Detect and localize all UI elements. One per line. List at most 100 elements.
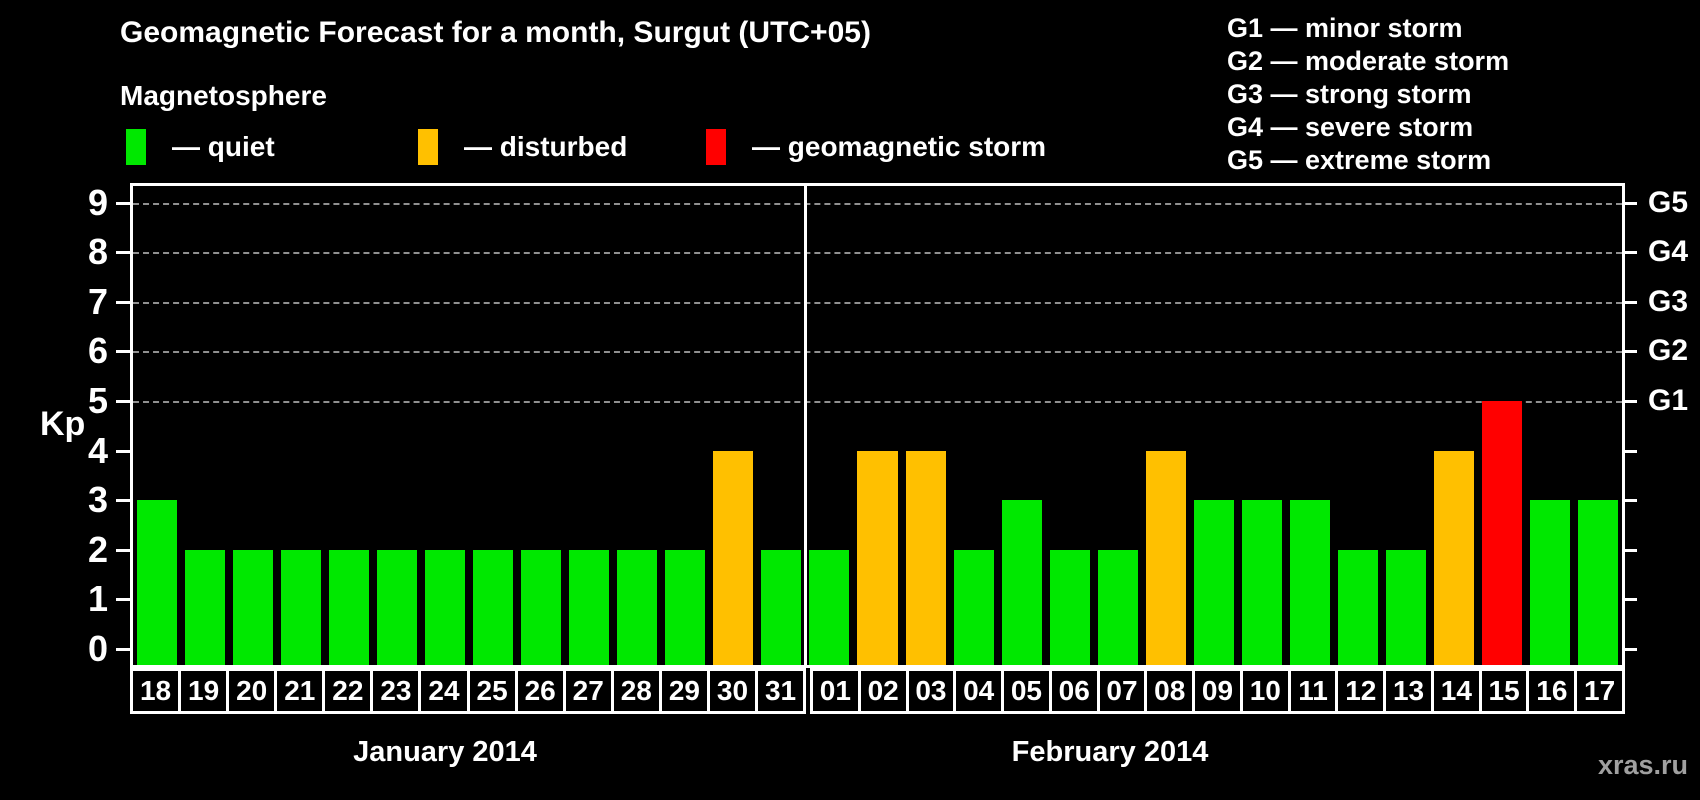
- day-cell-25: 25: [466, 671, 515, 711]
- kp-bar-day-04: [953, 549, 994, 665]
- y-tick-label-8: 8: [87, 231, 108, 273]
- right-tick-kp-8: [1623, 251, 1637, 255]
- day-cell-21: 21: [274, 671, 322, 711]
- kp-bar-day-06: [1049, 549, 1090, 665]
- kp-bar-day-31: [761, 549, 802, 665]
- day-cell-08: 08: [1144, 671, 1192, 711]
- right-axis-label-g5: G5: [1648, 185, 1689, 219]
- day-cell-17: 17: [1574, 671, 1622, 711]
- legend-item-storm: — geomagnetic storm: [706, 128, 1046, 166]
- y-tick-label-2: 2: [87, 528, 108, 570]
- magnetosphere-legend-title: Magnetosphere: [120, 80, 327, 111]
- left-tick-kp-2: [116, 548, 130, 552]
- left-tick-kp-3: [116, 499, 130, 503]
- day-cell-10: 10: [1239, 671, 1288, 711]
- right-axis-label-g4: G4: [1648, 235, 1689, 269]
- kp-bar-day-24: [425, 549, 466, 665]
- kp-bar-day-01: [809, 549, 850, 665]
- g4-legend-line: G4 — severe storm: [1227, 112, 1474, 142]
- kp-bar-day-25: [473, 549, 514, 665]
- gridline-kp-5: [133, 401, 1622, 403]
- gridline-kp-6: [133, 351, 1622, 354]
- right-tick-kp-4: [1623, 449, 1637, 453]
- day-cell-02: 02: [857, 671, 906, 711]
- kp-bar-day-10: [1241, 500, 1282, 665]
- storm-color-swatch: [706, 129, 726, 165]
- day-cell-31: 31: [755, 671, 803, 711]
- left-tick-kp-5: [116, 400, 130, 403]
- left-tick-kp-0: [116, 648, 130, 651]
- day-cell-26: 26: [514, 671, 563, 711]
- day-cell-07: 07: [1096, 671, 1145, 711]
- day-cell-06: 06: [1048, 671, 1097, 711]
- day-cell-23: 23: [370, 671, 418, 711]
- day-cell-16: 16: [1526, 671, 1574, 711]
- kp-bar-day-30: [713, 450, 754, 665]
- left-tick-kp-8: [116, 251, 130, 255]
- kp-bar-day-08: [1145, 450, 1186, 665]
- left-tick-kp-4: [116, 449, 130, 453]
- kp-bar-day-13: [1385, 549, 1426, 665]
- kp-bar-day-29: [665, 549, 706, 665]
- month-label-february: February 2014: [1011, 736, 1209, 768]
- gridline-kp-9: [133, 202, 1622, 205]
- day-cell-13: 13: [1383, 671, 1431, 711]
- kp-bar-day-26: [521, 549, 562, 665]
- kp-bar-day-05: [1001, 500, 1042, 665]
- right-tick-kp-3: [1623, 499, 1637, 503]
- right-axis-label-g3: G3: [1648, 284, 1689, 318]
- day-cell-27: 27: [562, 671, 611, 711]
- kp-bar-day-23: [377, 549, 418, 665]
- gridline-kp-7: [133, 301, 1622, 304]
- left-tick-kp-7: [116, 300, 130, 304]
- kp-bar-day-03: [905, 450, 946, 665]
- kp-bar-day-27: [569, 549, 610, 665]
- kp-bar-day-15: [1481, 401, 1522, 665]
- right-tick-kp-5: [1623, 400, 1637, 403]
- right-axis-label-g1: G1: [1648, 384, 1689, 417]
- right-tick-kp-2: [1623, 548, 1637, 552]
- day-cell-05: 05: [1001, 671, 1049, 711]
- y-tick-label-3: 3: [87, 479, 108, 521]
- right-tick-kp-0: [1623, 648, 1637, 651]
- legend-label-disturbed: — disturbed: [464, 131, 628, 162]
- legend-label-quiet: — quiet: [172, 131, 275, 162]
- kp-bar-day-09: [1193, 500, 1234, 665]
- plot-area: [130, 183, 1625, 668]
- right-tick-kp-9: [1623, 201, 1637, 205]
- kp-bar-day-11: [1289, 500, 1330, 665]
- y-tick-label-1: 1: [87, 578, 108, 620]
- left-tick-kp-1: [116, 598, 130, 602]
- right-tick-kp-7: [1623, 300, 1637, 304]
- y-tick-label-6: 6: [87, 330, 108, 372]
- month-label-january: January 2014: [353, 736, 537, 768]
- day-cell-15: 15: [1478, 671, 1527, 711]
- kp-bar-day-14: [1433, 450, 1474, 665]
- day-cell-19: 19: [178, 671, 226, 711]
- legend-item-disturbed: — disturbed: [418, 128, 627, 166]
- day-cell-01: 01: [819, 675, 851, 706]
- left-tick-kp-6: [116, 350, 130, 354]
- y-axis-title: Kp: [40, 405, 86, 443]
- y-tick-label-7: 7: [87, 280, 108, 322]
- right-tick-kp-1: [1623, 598, 1637, 602]
- day-cell-14: 14: [1430, 671, 1479, 711]
- kp-bar-day-19: [185, 549, 226, 665]
- february-day-strip: 01 02 03 04 05 06 07 08 09 10 11 12 13 14 15 16 17: [810, 668, 1625, 714]
- disturbed-color-swatch: [418, 129, 438, 165]
- g-scale-legend: G1 — minor storm G2 — moderate storm G3 …: [1227, 12, 1509, 177]
- kp-bar-day-20: [233, 549, 274, 665]
- kp-bar-day-28: [617, 549, 658, 665]
- y-tick-label-0: 0: [87, 628, 108, 669]
- legend-item-quiet: — quiet: [126, 128, 275, 166]
- kp-bar-day-07: [1097, 549, 1138, 665]
- quiet-color-swatch: [126, 129, 146, 165]
- page-title: Geomagnetic Forecast for a month, Surgut…: [120, 16, 871, 49]
- gridline-kp-8: [133, 252, 1622, 255]
- day-cell-18: 18: [139, 675, 172, 706]
- day-cell-28: 28: [610, 671, 659, 711]
- watermark: xras.ru: [1597, 750, 1688, 780]
- day-cell-20: 20: [226, 671, 274, 711]
- day-cell-30: 30: [706, 671, 755, 711]
